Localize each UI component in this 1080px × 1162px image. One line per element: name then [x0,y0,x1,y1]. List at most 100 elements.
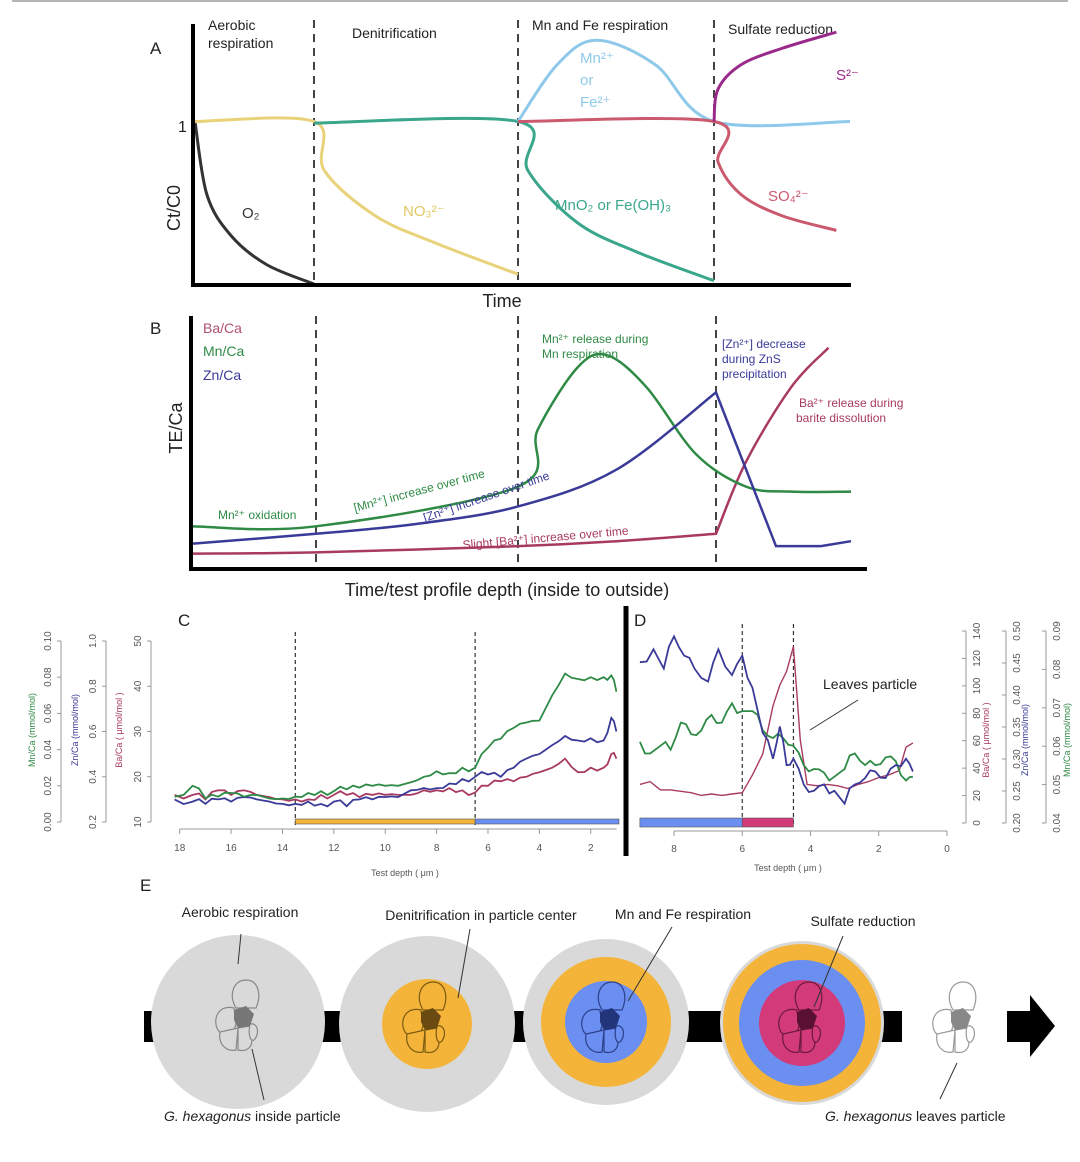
caption-leaves-rest: leaves particle [912,1108,1006,1124]
stage-leaves [902,981,1007,1100]
foram-chamber [614,1025,625,1043]
annot-zn-decrease-line1: [Zn²⁺] decrease [722,337,806,351]
foram-icon [778,981,823,1054]
foram-icon [402,981,447,1054]
stage-mn-fe [523,926,689,1105]
annot-ba-release-line1: Ba²⁺ release during [799,396,903,410]
d-tick-label: 0 [972,820,983,826]
d-x-tick-label: 4 [808,844,814,855]
legend-ba-ca: Ba/Ca [203,320,242,336]
pointer-inside [251,1048,265,1101]
foram-core [421,1008,441,1030]
foram-chamber [794,981,823,1011]
leaves-particle-pointer [809,699,859,731]
d-x-axis-label: Test depth ( μm ) [754,863,822,873]
top-border [12,0,1068,2]
annot-leaves-particle: Leaves particle [823,676,917,692]
legend-mn-ca: Mn/Ca [203,343,244,359]
c-x-tick-label: 10 [380,843,392,854]
d-tick-label: 0.07 [1052,698,1063,718]
series-ba-ca [192,346,830,555]
c-tick-label: 0.08 [43,667,54,687]
caption-inside-species: G. hexagonus [164,1108,251,1124]
stage-sulfate [720,935,884,1105]
panel-a: A Aerobic respiration Denitrification Mn… [150,17,859,311]
series-zn-ca [192,390,852,548]
caption-inside: G. hexagonus inside particle [164,1108,341,1124]
foram-chamber [406,1029,426,1053]
c-tick-label: 30 [133,726,144,738]
d-tick-label: 0.25 [1012,781,1023,801]
caption-leaves-species: G. hexagonus [825,1108,912,1124]
x-axis-label-b: Time/test profile depth (inside to outsi… [345,580,670,600]
c-tick-label: 0.02 [43,776,54,796]
c-ylabel-mn: Mn/Ca (mmol/mol) [27,693,37,767]
stage-denitrification [339,928,515,1112]
d-zone-bar [639,817,743,828]
c-zone-bar [474,818,620,825]
panel-label-b: B [150,319,161,338]
pointer-aerobic [237,933,242,965]
d-ylabel-zn: Zn/Ca (mmol/mol) [1020,704,1030,776]
y-tick-1: 1 [178,119,187,136]
panel-e: E [140,876,1055,1124]
c-tick-label: 0.04 [43,739,54,759]
label-o2: O₂ [242,205,260,222]
annot-mn-release-line1: Mn²⁺ release during [542,332,648,346]
panel-label-c: C [178,611,190,630]
panel-label-d: D [634,611,646,630]
foram-chamber [418,981,447,1011]
label-so4: SO₄²⁻ [768,188,809,205]
c-tick-label: 0.06 [43,703,54,723]
series-o2 [193,121,315,286]
annot-zn-decrease-line2: during ZnS [722,352,781,366]
d-tick-label: 0.50 [1012,621,1023,641]
d-tick-label: 0.04 [1052,813,1063,833]
foram-chamber [585,1029,605,1053]
c-tick-label: 20 [133,771,144,783]
c-x-tick-label: 18 [174,843,186,854]
c-zone-bar [295,818,476,825]
c-tick-label: 0.10 [43,631,54,651]
d-tick-label: 0.45 [1012,653,1023,673]
d-tick-label: 20 [972,790,983,802]
c-tick-label: 0.4 [88,769,99,783]
d-ylabel-ba: Ba/Ca ( μmol/mol ) [981,702,991,777]
foram-chamber [782,1029,802,1053]
stage-label-sulfate: Sulfate reduction [810,913,915,929]
series-no3-2- [194,116,519,276]
c-tick-label: 40 [133,680,144,692]
foram-icon [581,981,626,1054]
label-mn2-line2: or [580,72,593,89]
annot-mn-oxidation: Mn²⁺ oxidation [218,508,296,522]
pointer-mn-fe [627,926,673,1002]
time-arrow-head [1030,995,1055,1057]
c-tick-label: 10 [133,816,144,828]
time-arrow-shaft-end [1005,1011,1032,1042]
panel-label-e: E [140,876,151,895]
series-so4-2- [517,116,837,232]
d-tick-label: 80 [972,707,983,719]
d-tick-label: 120 [972,650,983,667]
stage-aerobic [151,933,325,1109]
c-x-tick-label: 12 [328,843,340,854]
label-no3: NO₃²⁻ [403,203,445,220]
d-tick-label: 40 [972,762,983,774]
panel-label-a: A [150,39,162,58]
stage-label-denitrification: Denitrification in particle center [385,907,577,923]
pointer-sulfate [813,935,844,1008]
d-x-tick-label: 8 [671,844,677,855]
series-mno2-or-fe-oh-3 [313,116,715,283]
y-axis-label-a: Ct/C0 [164,185,184,231]
phase-label-aerobic-line2: respiration [208,35,273,51]
panel-b: B Ba/Ca Mn/Ca Zn/Ca TE/Ca Time/test prof… [150,316,903,600]
foram-core [951,1008,971,1030]
d-tick-label: 60 [972,735,983,747]
foram-chamber [965,1025,976,1043]
foram-chamber [811,1025,822,1043]
foram-icon [215,979,260,1052]
c-x-tick-label: 8 [434,843,440,854]
c-tick-label: 0.00 [43,812,54,832]
d-x-tick-label: 0 [944,844,950,855]
phase-label-sulfate: Sulfate reduction [728,21,833,37]
